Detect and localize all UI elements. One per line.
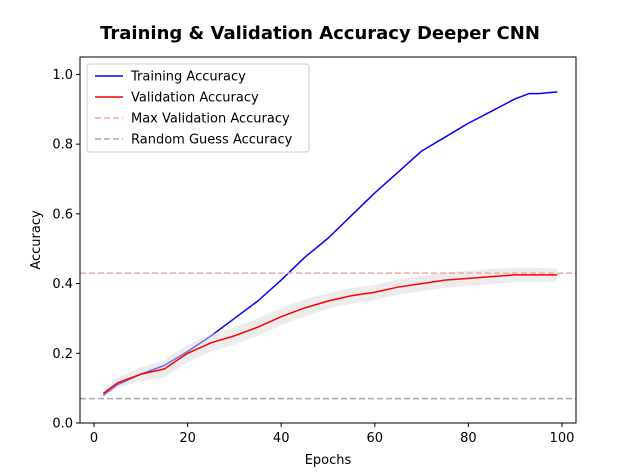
- x-axis: 0 20 40 60 80 100: [90, 423, 574, 446]
- x-tick-label: 40: [273, 431, 290, 446]
- chart-title: Training & Validation Accuracy Deeper CN…: [100, 23, 540, 44]
- x-tick-label: 80: [460, 431, 477, 446]
- legend-label-validation-accuracy: Validation Accuracy: [131, 91, 259, 106]
- x-tick-label: 20: [179, 431, 196, 446]
- y-tick-label: 0.6: [52, 207, 73, 222]
- validation-accuracy-band: [103, 267, 558, 397]
- y-tick-label: 0.2: [52, 347, 73, 362]
- y-tick-label: 0.4: [52, 277, 73, 292]
- legend-label-random-guess-accuracy: Random Guess Accuracy: [131, 133, 293, 148]
- plot-area: [80, 91, 576, 400]
- y-axis: 0.0 0.2 0.4 0.6 0.8 1.0: [52, 68, 80, 432]
- y-tick-label: 0.8: [52, 138, 73, 153]
- axes-frame: [79, 56, 577, 424]
- legend-label-training-accuracy: Training Accuracy: [130, 70, 246, 85]
- y-tick-label: 1.0: [52, 68, 73, 83]
- legend-label-max-validation-accuracy: Max Validation Accuracy: [131, 112, 290, 127]
- validation-accuracy-line: [102, 274, 558, 394]
- x-axis-label: Epochs: [305, 453, 352, 468]
- x-tick-label: 100: [550, 431, 575, 446]
- y-tick-label: 0.0: [52, 417, 73, 432]
- x-tick-label: 60: [367, 431, 384, 446]
- legend: Training Accuracy Validation Accuracy Max …: [86, 63, 310, 153]
- y-axis-label: Accuracy: [29, 210, 44, 270]
- x-tick-label: 0: [90, 431, 98, 446]
- legend-box: [86, 63, 310, 153]
